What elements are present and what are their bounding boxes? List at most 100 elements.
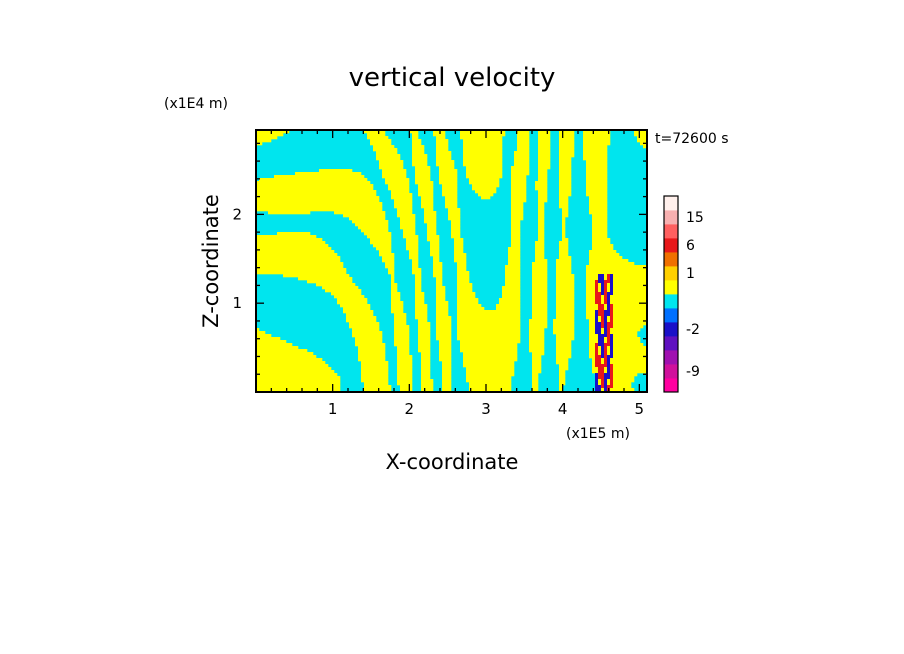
field-cell <box>556 292 575 296</box>
field-cell <box>397 208 413 212</box>
field-cell <box>610 313 614 317</box>
field-cell <box>388 268 395 272</box>
field-cell <box>607 322 614 326</box>
field-cell <box>457 274 470 278</box>
field-cell <box>610 349 614 353</box>
field-cell <box>457 262 467 266</box>
field-cell <box>373 244 392 248</box>
field-cell <box>379 163 404 167</box>
field-cell <box>472 187 497 191</box>
field-cell <box>559 241 569 245</box>
field-cell <box>502 289 521 293</box>
field-cell <box>394 316 407 320</box>
field-cell <box>532 271 548 275</box>
field-cell <box>556 340 572 344</box>
field-cell <box>538 208 545 212</box>
field-cell <box>397 355 413 359</box>
field-cell <box>529 334 545 338</box>
field-cell <box>397 358 413 362</box>
field-cell <box>406 241 419 245</box>
field-cell <box>256 238 323 242</box>
field-cell <box>511 196 527 200</box>
field-cell <box>595 325 602 329</box>
field-cell <box>376 247 392 251</box>
colorbar-frame <box>663 195 679 393</box>
field-cell <box>442 376 452 380</box>
field-cell <box>256 331 266 335</box>
field-cell <box>538 238 545 242</box>
field-cell <box>607 277 611 281</box>
field-cell <box>379 166 404 170</box>
field-cell <box>436 157 452 161</box>
field-cell <box>607 352 611 356</box>
field-cell <box>412 142 422 146</box>
field-cell <box>418 319 428 323</box>
field-cell <box>559 373 566 377</box>
field-cell <box>256 136 278 140</box>
field-cell <box>373 148 398 152</box>
field-cell <box>457 304 482 308</box>
field-cell <box>466 370 515 374</box>
field-cell <box>607 346 611 350</box>
field-cell <box>415 298 425 302</box>
field-cell <box>538 151 551 155</box>
field-cell <box>511 238 521 242</box>
field-cell <box>595 343 599 347</box>
field-cell <box>613 277 647 281</box>
field-cell <box>364 232 392 236</box>
field-cell <box>409 130 419 134</box>
field-cell <box>601 283 605 287</box>
field-cell <box>391 295 401 299</box>
field-cell <box>604 292 608 296</box>
field-cell <box>598 289 602 293</box>
field-cell <box>502 295 521 299</box>
field-cell <box>511 229 521 233</box>
field-cell <box>442 382 452 386</box>
field-cell <box>256 190 377 194</box>
field-cell <box>355 337 383 341</box>
field-cell <box>613 373 638 377</box>
field-cell <box>601 328 605 332</box>
field-cell <box>601 325 605 329</box>
field-cell <box>610 283 614 287</box>
field-cell <box>532 301 548 305</box>
field-cell <box>610 382 614 386</box>
field-cell <box>256 271 347 275</box>
field-cell <box>589 259 629 263</box>
field-cell <box>436 142 449 146</box>
field-cell <box>457 280 470 284</box>
field-cell <box>598 373 605 377</box>
field-cell <box>586 169 608 173</box>
field-cell <box>436 160 455 164</box>
field-cell <box>559 172 572 176</box>
field-cell <box>511 178 527 182</box>
field-cell <box>595 385 602 389</box>
field-cell <box>412 148 425 152</box>
field-cell <box>358 349 386 353</box>
field-cell <box>442 373 452 377</box>
field-cell <box>601 352 605 356</box>
field-cell <box>256 265 344 269</box>
field-cell <box>613 307 647 311</box>
field-cell <box>598 367 605 371</box>
field-cell <box>427 226 437 230</box>
field-cell <box>601 292 605 296</box>
field-cell <box>439 175 458 179</box>
field-cell <box>595 316 599 320</box>
field-cell <box>319 169 353 173</box>
field-cell <box>403 235 419 239</box>
field-cell <box>553 325 575 329</box>
field-cell <box>586 298 596 302</box>
field-cell <box>343 214 386 218</box>
field-cell <box>316 283 356 287</box>
field-cell <box>562 217 566 221</box>
field-cell <box>601 322 605 326</box>
field-cell <box>421 358 431 362</box>
field-cell <box>538 160 551 164</box>
field-cell <box>355 223 389 227</box>
field-cell <box>391 277 395 281</box>
field-cell <box>598 376 605 380</box>
field-cell <box>457 307 485 311</box>
field-cell <box>598 307 605 311</box>
field-cell <box>358 358 386 362</box>
